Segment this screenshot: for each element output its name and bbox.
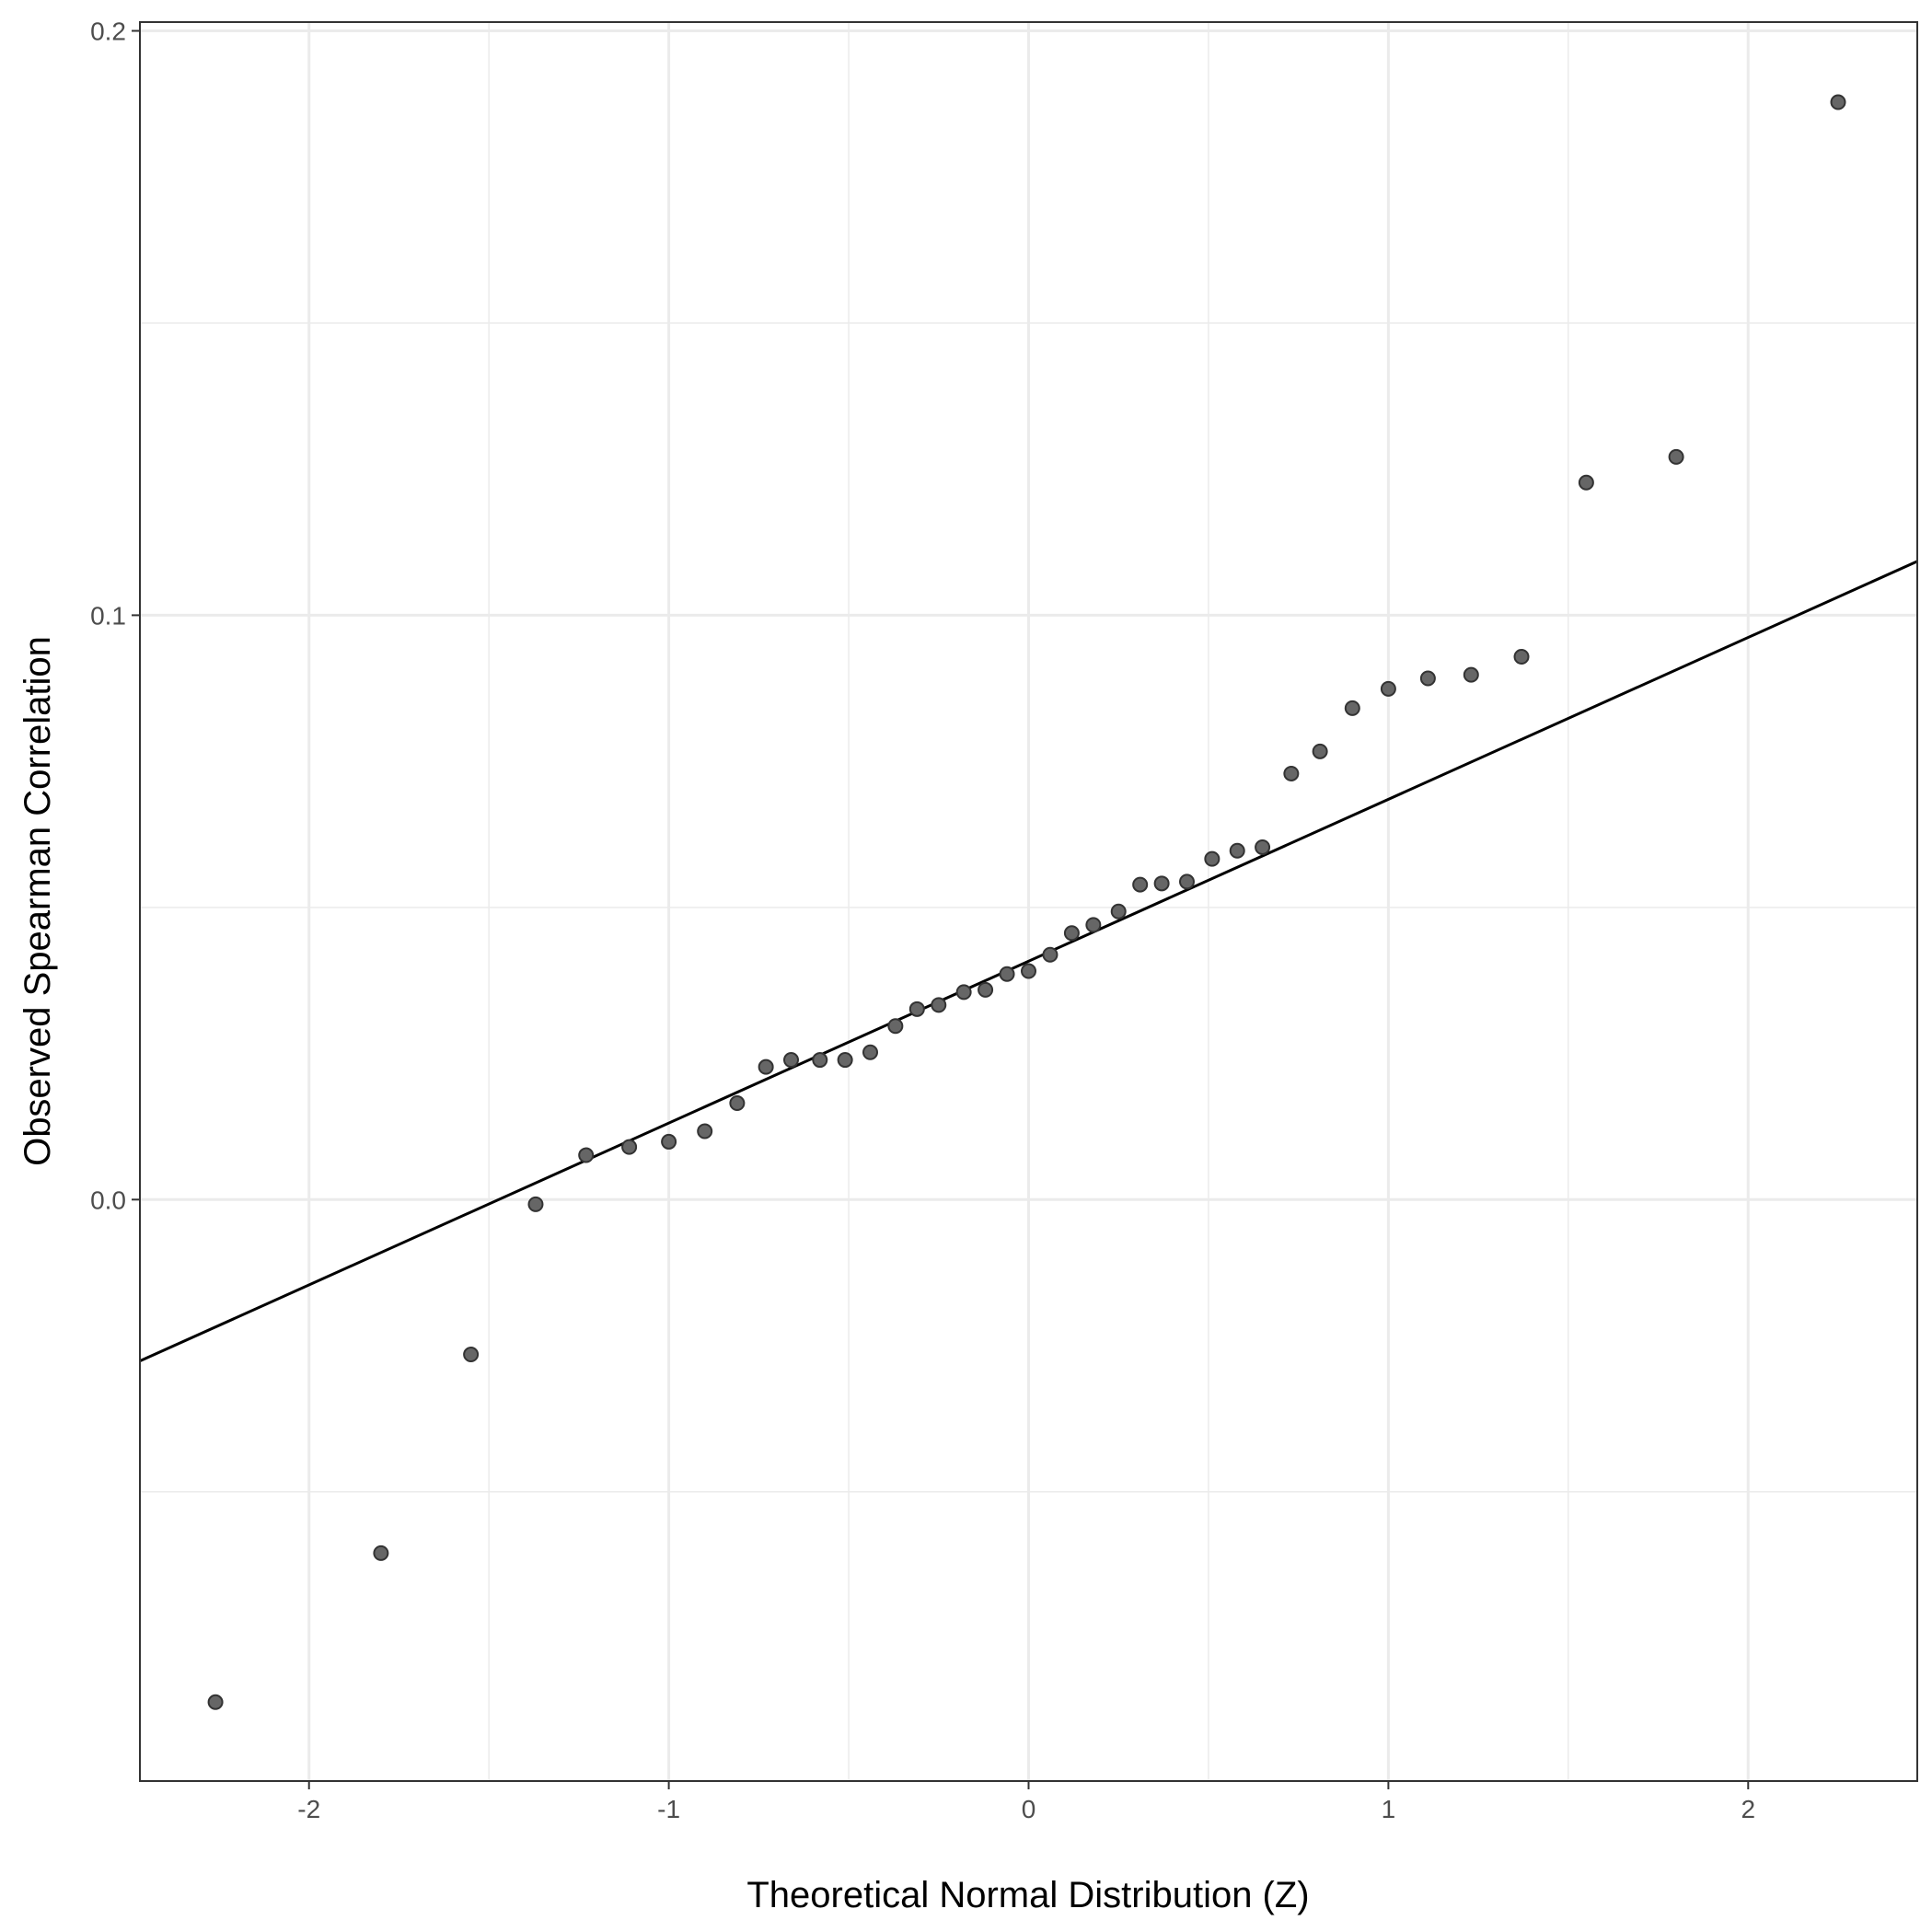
data-point (1578, 474, 1594, 491)
major-grid (140, 22, 1917, 1781)
data-point (1419, 670, 1436, 687)
data-point (621, 1139, 638, 1155)
y-axis-title: Observed Spearman Correlation (17, 636, 58, 1166)
data-point (908, 1001, 925, 1017)
x-tick-label: 2 (1741, 1795, 1755, 1823)
data-point (527, 1196, 544, 1212)
data-point (661, 1133, 677, 1150)
data-point (862, 1044, 879, 1060)
data-point (578, 1147, 595, 1163)
reference-line-group (139, 560, 1918, 1363)
data-point (1229, 842, 1245, 859)
data-point (1085, 917, 1102, 933)
data-point (887, 1018, 904, 1035)
x-tick-label: -1 (657, 1795, 680, 1823)
data-point (1344, 700, 1360, 716)
data-point (1513, 648, 1530, 665)
reference-line (139, 560, 1918, 1363)
data-point (1255, 839, 1271, 855)
data-point (1110, 903, 1127, 920)
data-point (1380, 680, 1396, 697)
y-tick-label: 0.1 (90, 601, 126, 630)
data-point (1132, 876, 1149, 893)
x-tick-label: -2 (297, 1795, 320, 1823)
data-point (729, 1095, 746, 1112)
data-point (783, 1052, 800, 1069)
data-point (837, 1052, 853, 1069)
data-point (1021, 963, 1036, 979)
data-point (1312, 743, 1328, 759)
data-point (758, 1059, 774, 1075)
data-point (1830, 94, 1846, 110)
x-tick-label: 0 (1022, 1795, 1036, 1823)
data-point (978, 981, 994, 998)
data-point (1153, 875, 1170, 892)
y-axis-ticks: 0.0 0.1 0.2 (90, 17, 140, 1214)
data-point (463, 1347, 480, 1363)
x-tick-label: 1 (1382, 1795, 1396, 1823)
data-point (955, 984, 972, 1001)
data-point (1204, 850, 1221, 867)
data-points (207, 94, 1846, 1710)
data-point (1668, 448, 1684, 465)
data-point (373, 1544, 389, 1561)
data-point (999, 966, 1015, 982)
y-tick-label: 0.0 (90, 1186, 126, 1214)
data-point (207, 1694, 224, 1710)
data-point (1042, 946, 1059, 963)
x-axis-ticks: -2 -1 0 1 2 (297, 1781, 1755, 1823)
data-point (1463, 666, 1479, 683)
data-point (697, 1123, 713, 1140)
data-point (1178, 873, 1195, 890)
data-point (812, 1052, 828, 1069)
data-point (931, 997, 947, 1013)
data-point (1063, 925, 1080, 942)
y-tick-label: 0.2 (90, 17, 126, 46)
data-point (1283, 765, 1300, 781)
x-axis-title: Theoretical Normal Distribution (Z) (746, 1875, 1309, 1915)
